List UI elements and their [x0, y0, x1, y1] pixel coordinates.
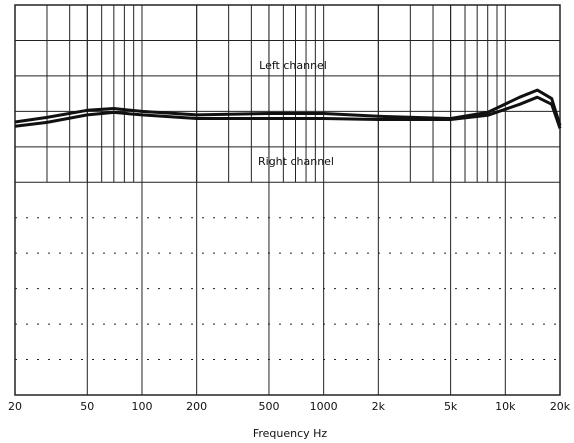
x-tick-label: 2k [372, 400, 386, 413]
x-tick-label: 20 [8, 400, 22, 413]
x-tick-label: 1000 [310, 400, 338, 413]
x-tick-label: 50 [80, 400, 94, 413]
series-label: Left channel [259, 59, 327, 72]
x-tick-label: 100 [131, 400, 152, 413]
x-axis-label: Frequency Hz [253, 427, 328, 440]
series-line [14, 95, 562, 129]
x-tick-label: 500 [258, 400, 279, 413]
x-tick-label: 20k [550, 400, 571, 413]
x-tick-label: 200 [186, 400, 207, 413]
series-line [14, 88, 562, 126]
x-tick-label: 10k [495, 400, 516, 413]
x-tick-label: 5k [444, 400, 458, 413]
